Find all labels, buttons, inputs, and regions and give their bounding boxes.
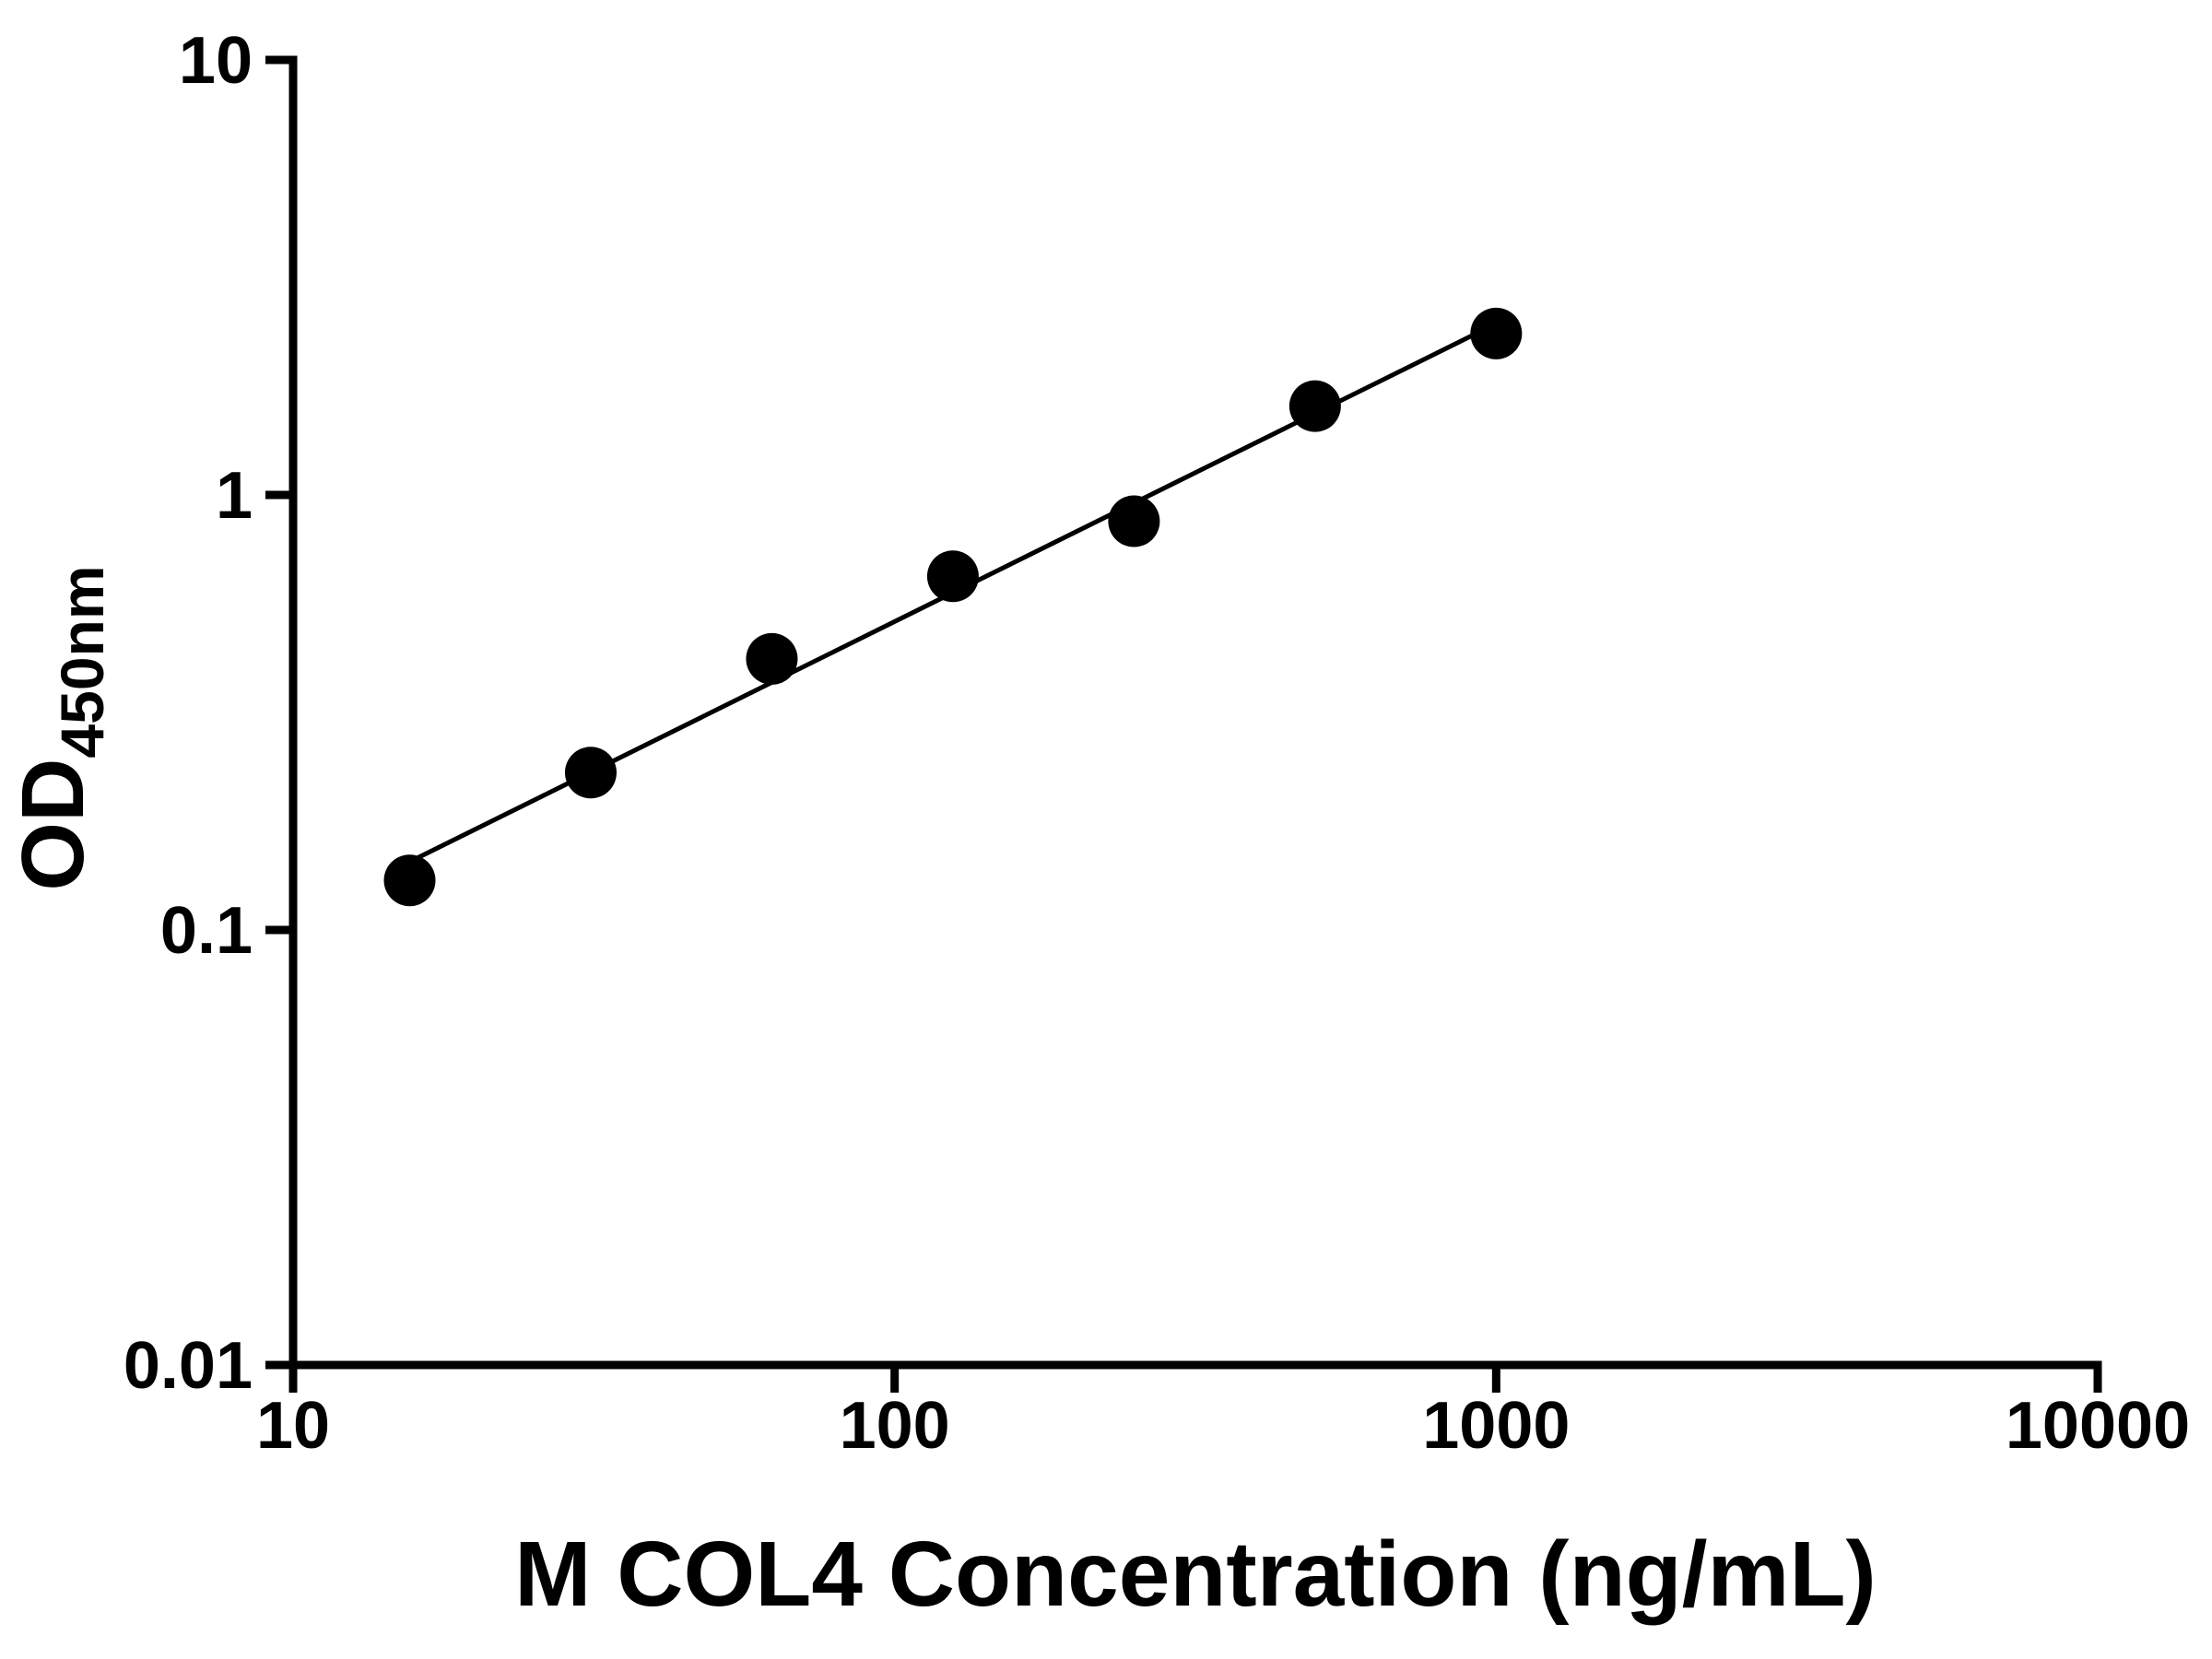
x-tick-label: 10 xyxy=(256,1389,330,1463)
y-axis-label-main: OD xyxy=(4,759,102,891)
data-point xyxy=(1470,307,1523,359)
axes-frame xyxy=(288,55,2102,1370)
data-point xyxy=(926,550,979,603)
data-point xyxy=(1108,495,1160,547)
x-tick-label: 10000 xyxy=(2006,1389,2190,1463)
y-tick-label: 0.1 xyxy=(160,894,253,968)
y-tick-label: 0.01 xyxy=(124,1329,253,1403)
y-tick-label: 10 xyxy=(179,24,253,98)
x-axis-label: M COL4 Concentration (ng/mL) xyxy=(514,1523,1877,1626)
data-point xyxy=(1288,380,1341,432)
y-tick-label: 1 xyxy=(216,459,253,533)
x-tick-label: 100 xyxy=(840,1389,950,1463)
y-axis-label-subscript: 450nm xyxy=(48,565,116,758)
x-tick-label: 1000 xyxy=(1422,1389,1570,1463)
data-point xyxy=(383,854,436,907)
data-point xyxy=(564,747,617,799)
data-point xyxy=(746,632,798,685)
y-axis-label: OD450nm xyxy=(4,565,116,890)
plot-area: 10 100 1000 10000 0.01 0.1 1 10 xyxy=(124,24,2190,1463)
